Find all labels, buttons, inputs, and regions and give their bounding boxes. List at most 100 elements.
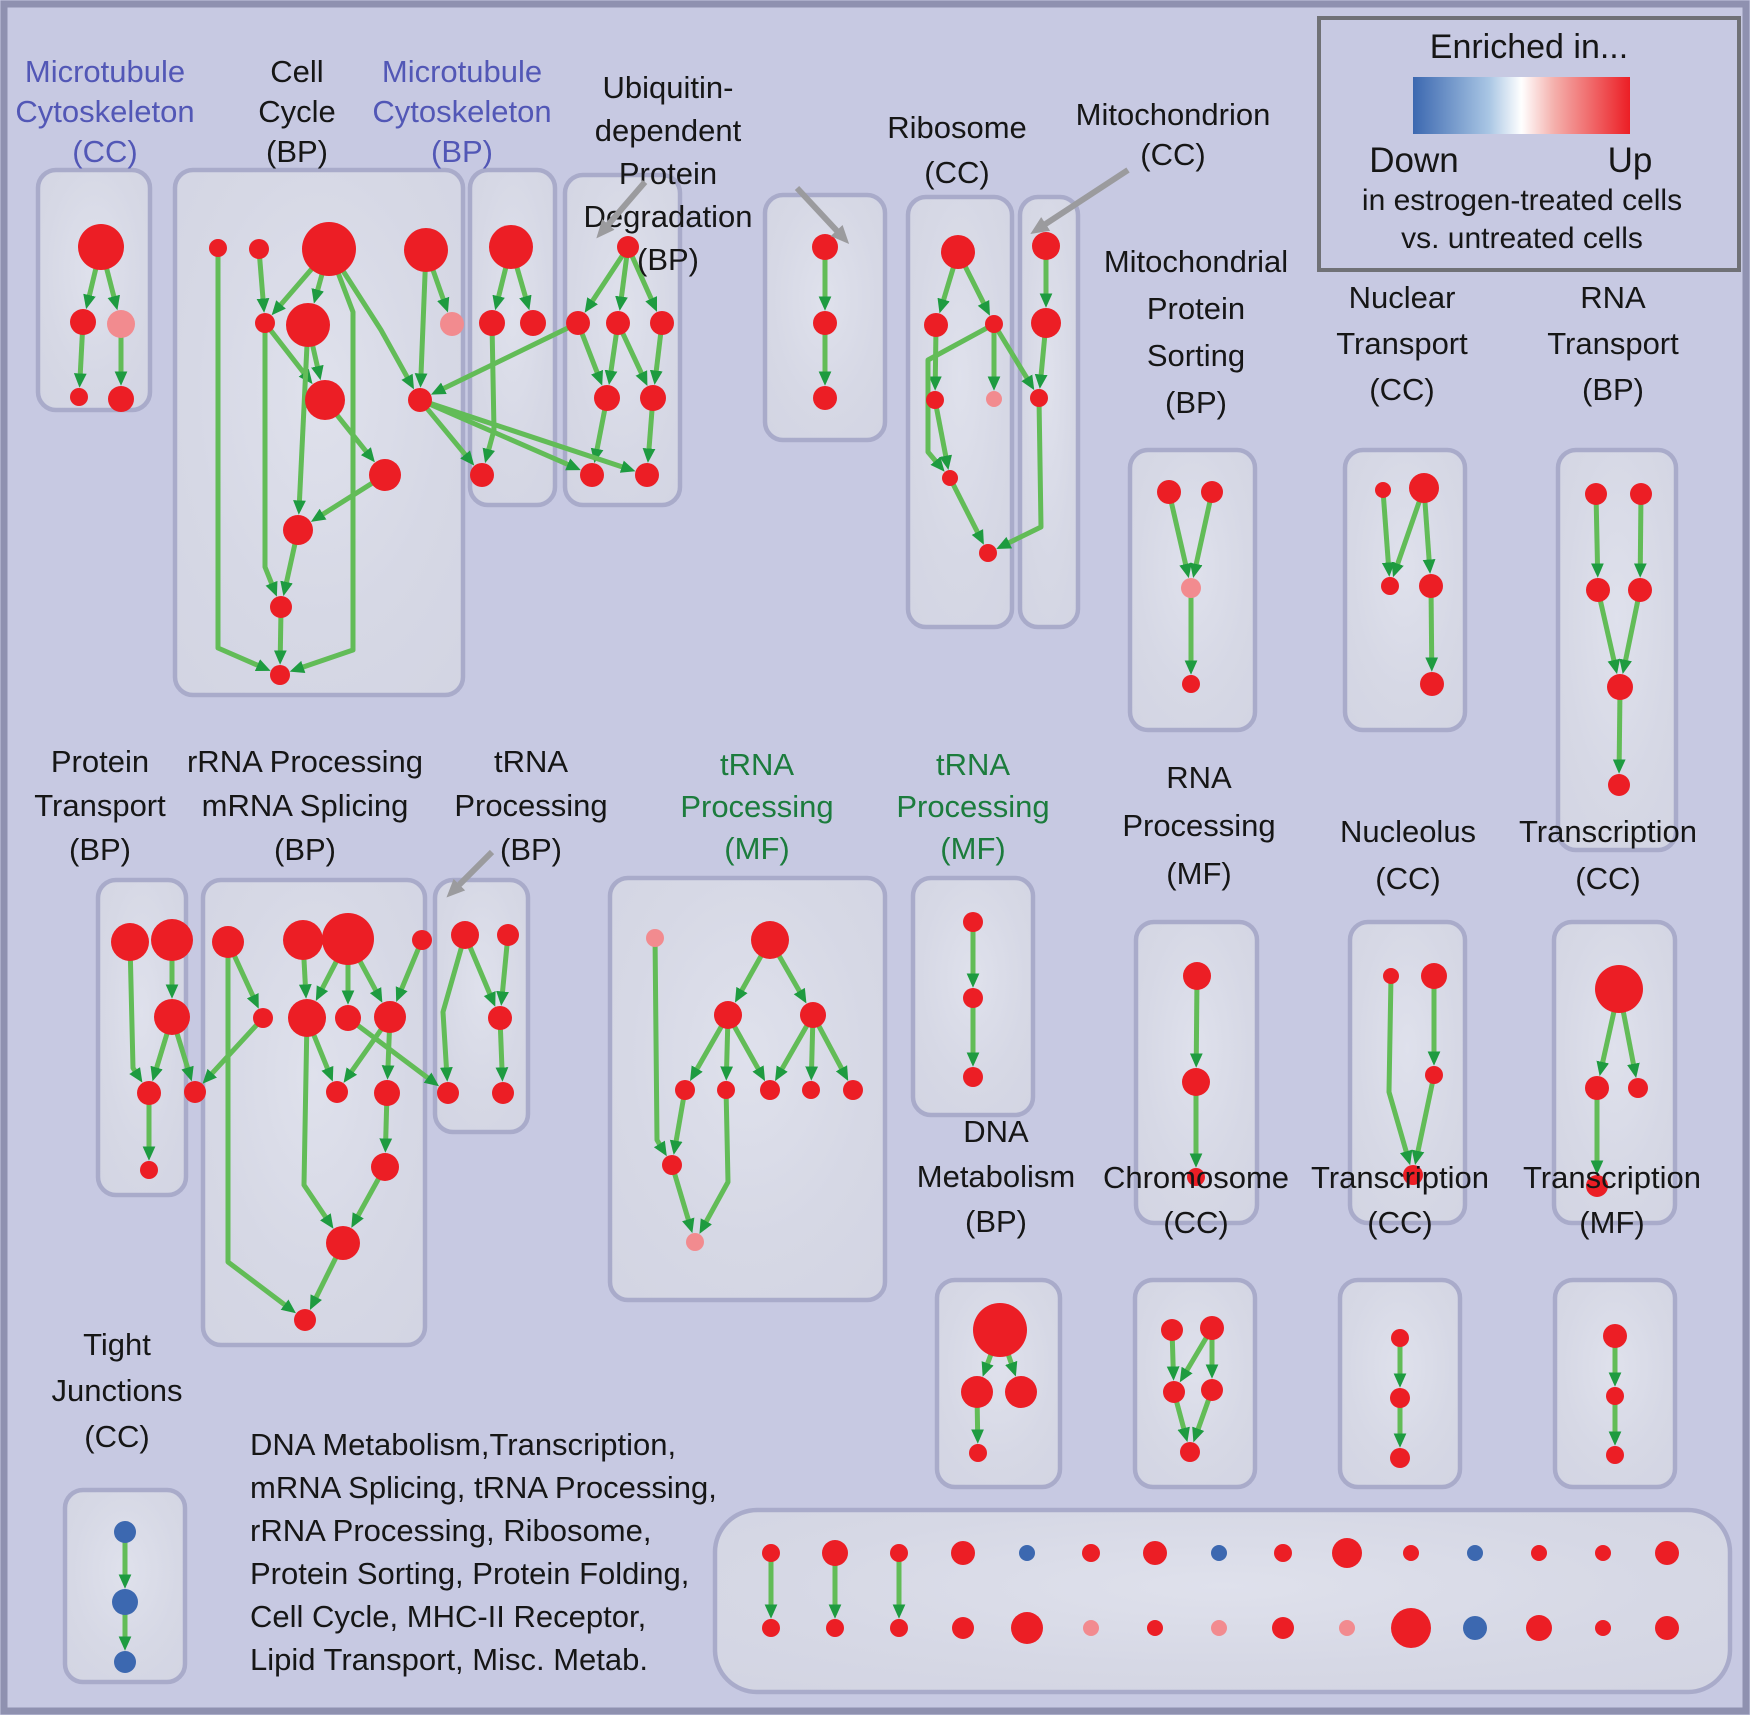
gene-node-up	[489, 225, 533, 269]
gene-node-up	[1391, 1329, 1409, 1347]
gene-node-up	[1419, 574, 1443, 598]
cluster-label-ribosome-cc: (CC)	[924, 155, 989, 190]
edge-arrow	[351, 1176, 382, 1228]
gene-node-up	[492, 1082, 514, 1104]
edge-arrow	[995, 328, 1035, 391]
cluster-label-rna-processing-mf: (MF)	[1166, 856, 1231, 891]
gene-node-up	[813, 311, 837, 335]
gene-node-up	[963, 988, 983, 1008]
gene-node-up	[371, 1153, 399, 1181]
gene-node-up	[488, 1006, 512, 1030]
edge-arrow	[73, 332, 87, 388]
edge-arrow	[301, 1034, 334, 1229]
gene-node-up	[369, 459, 401, 491]
edge-arrow	[273, 615, 287, 665]
edge-arrow	[428, 401, 581, 471]
gene-node-up	[1031, 308, 1061, 338]
gene-node-up	[111, 923, 149, 961]
edge-arrow	[1633, 502, 1647, 578]
cluster-label-cell-cycle-bp: Cycle	[258, 94, 336, 129]
edge-arrow	[805, 1025, 819, 1081]
edge-arrow	[937, 265, 957, 314]
cluster-label-microtubule-cytoskeleton-bp: (BP)	[431, 134, 493, 169]
gene-node-up	[154, 999, 190, 1035]
gene-node-up	[1390, 1388, 1410, 1408]
gene-node-up	[1630, 483, 1652, 505]
edge-arrow	[309, 1255, 339, 1310]
gene-node-up	[1628, 1078, 1648, 1098]
gene-node-up	[969, 1444, 987, 1462]
edge-arrow	[776, 953, 807, 1004]
gene-node-up	[802, 1081, 820, 1099]
gene-node-up	[566, 311, 590, 335]
gene-node-up	[650, 311, 674, 335]
gene-node-up	[137, 1081, 161, 1105]
gene-node-up	[843, 1080, 863, 1100]
gene-node-down	[112, 1589, 138, 1615]
edge-arrow	[340, 268, 415, 390]
edge-arrow	[103, 266, 120, 311]
cluster-label-microtubule-cytoskeleton-cc: (CC)	[72, 134, 137, 169]
gene-node-up	[1585, 483, 1607, 505]
gene-node-up	[714, 1001, 742, 1029]
cluster-box-cell-cycle-bp	[172, 167, 466, 698]
gene-node-up	[249, 239, 269, 259]
gene-node-up	[963, 912, 983, 932]
cluster-label-rrna-processing-mrna-splicing-bp: mRNA Splicing	[202, 788, 409, 823]
cluster-label-rna-transport-bp: (BP)	[1582, 372, 1644, 407]
gene-node-up	[580, 463, 604, 487]
gene-node-up	[322, 913, 374, 965]
edge-arrow	[492, 265, 509, 311]
cluster-label-mitochondrion-cc: Mitochondrion	[1076, 97, 1271, 132]
edge-arrow	[1411, 1081, 1436, 1166]
gene-node-up	[294, 1309, 316, 1331]
gene-node-up	[973, 1303, 1027, 1357]
edge-arrow	[357, 958, 383, 1003]
gene-node-up	[594, 385, 620, 411]
gene-node-up	[1274, 1544, 1292, 1562]
cluster-label-ubiquitin-degradation-bp: (BP)	[637, 242, 699, 277]
gene-node-up	[1332, 1538, 1362, 1568]
edge-arrow	[440, 945, 465, 1082]
gene-node-up	[1182, 675, 1200, 693]
edge-arrow	[1612, 697, 1626, 774]
cluster-label-protein-transport-bp: Protein	[51, 744, 149, 779]
cluster-label-ubiquitin-degradation-bp: dependent	[595, 113, 742, 148]
gene-node-up	[1200, 1316, 1224, 1340]
gene-node-up	[762, 1619, 780, 1637]
cluster-label-ubiquitin-degradation-bp: Ubiquitin-	[603, 70, 734, 105]
gene-node-up	[212, 926, 244, 958]
cluster-label-dna-metabolism-bp: (BP)	[965, 1204, 1027, 1239]
cluster-label-tight-junctions-cc: Tight	[83, 1327, 151, 1362]
gene-node-up	[1201, 1379, 1223, 1401]
gene-node-weak-up	[986, 391, 1002, 407]
cluster-label-dna-metabolism-bp: Metabolism	[917, 1159, 1076, 1194]
edge-arrow	[1619, 599, 1641, 675]
gene-node-up	[437, 1082, 459, 1104]
gene-node-up	[451, 921, 479, 949]
gene-node-up	[1595, 1620, 1611, 1636]
gene-node-up	[1608, 774, 1630, 796]
gene-node-up	[374, 1080, 400, 1106]
edge-arrow	[1173, 1400, 1190, 1443]
gene-node-up	[890, 1544, 908, 1562]
edge-arrow	[699, 1096, 731, 1234]
label-pointer-arrow	[596, 180, 648, 239]
gene-node-up	[1628, 578, 1652, 602]
gene-node-down	[1463, 1616, 1487, 1640]
gene-node-up	[408, 388, 432, 412]
edge-arrow	[1168, 501, 1192, 579]
edge-arrow	[83, 266, 99, 310]
cluster-label-microtubule-cytoskeleton-cc: Cytoskeleton	[15, 94, 194, 129]
gene-node-weak-up	[646, 929, 664, 947]
legend-up-label: Up	[1608, 141, 1653, 180]
edge-arrow	[669, 1097, 687, 1155]
edge-arrow	[1620, 1010, 1640, 1078]
edge-arrow	[604, 332, 619, 385]
edge-arrow	[289, 271, 356, 674]
edge-arrow	[174, 1031, 194, 1082]
edge-arrow	[280, 542, 298, 597]
edge-arrow	[734, 953, 764, 1003]
gene-node-weak-up	[1339, 1620, 1355, 1636]
